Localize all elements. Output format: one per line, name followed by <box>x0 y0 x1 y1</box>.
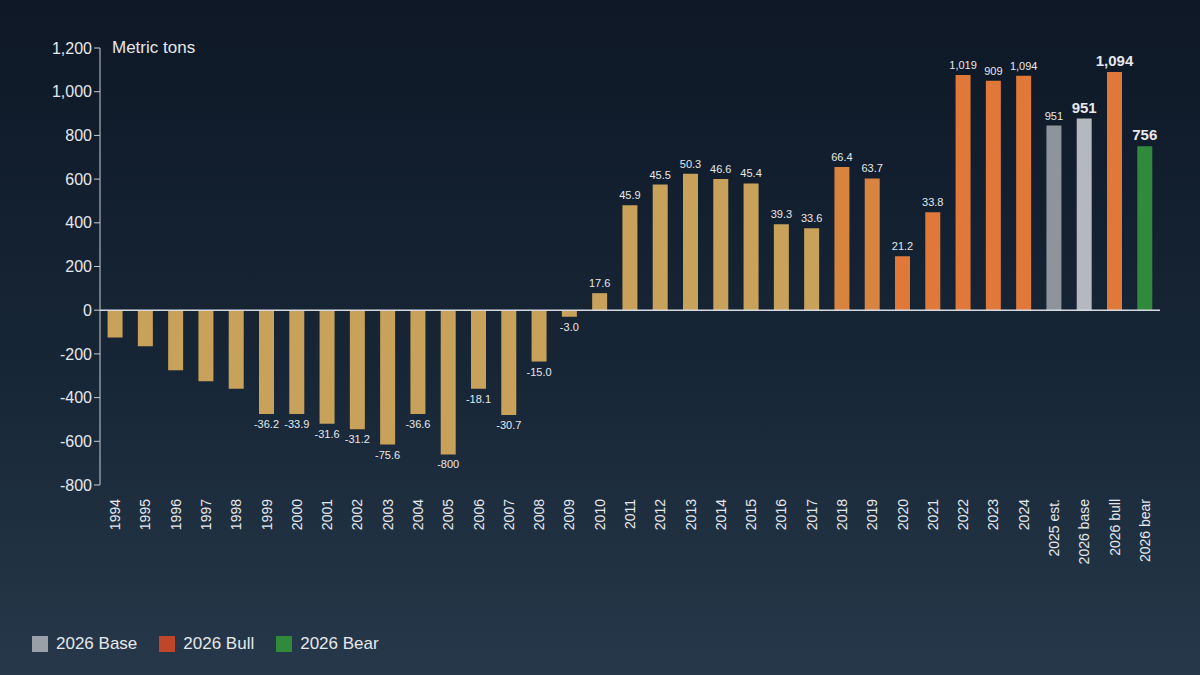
svg-text:1999: 1999 <box>259 499 275 530</box>
svg-text:2018: 2018 <box>834 499 850 530</box>
svg-text:2016: 2016 <box>773 499 789 530</box>
svg-text:1995: 1995 <box>137 499 153 530</box>
svg-text:951: 951 <box>1072 99 1097 116</box>
svg-text:1,094: 1,094 <box>1010 60 1038 72</box>
svg-text:-800: -800 <box>60 477 92 494</box>
svg-text:2004: 2004 <box>410 499 426 530</box>
html-text:2026 Base: 2026 Base <box>56 634 138 653</box>
svg-text:909: 909 <box>984 65 1002 77</box>
svg-text:45.4: 45.4 <box>740 167 761 179</box>
svg-text:2007: 2007 <box>501 499 517 530</box>
svg-text:1996: 1996 <box>168 499 184 530</box>
svg-text:-31.2: -31.2 <box>345 433 370 445</box>
svg-text:39.3: 39.3 <box>771 208 792 220</box>
svg-text:33.8: 33.8 <box>922 196 943 208</box>
svg-text:-800: -800 <box>437 458 459 470</box>
svg-text:2026 bear: 2026 bear <box>1137 499 1153 562</box>
svg-text:2008: 2008 <box>531 499 547 530</box>
svg-text:46.6: 46.6 <box>710 163 731 175</box>
svg-text:33.6: 33.6 <box>801 212 822 224</box>
svg-text:63.7: 63.7 <box>862 162 883 174</box>
html-text:Metric tons: Metric tons <box>112 38 196 57</box>
svg-text:2006: 2006 <box>471 499 487 530</box>
svg-text:-30.7: -30.7 <box>496 419 521 431</box>
svg-text:2010: 2010 <box>592 499 608 530</box>
svg-text:2003: 2003 <box>380 499 396 530</box>
svg-text:1,094: 1,094 <box>1096 52 1134 69</box>
svg-text:200: 200 <box>65 258 92 275</box>
svg-text:1,000: 1,000 <box>52 83 92 100</box>
svg-text:21.2: 21.2 <box>892 240 913 252</box>
svg-text:756: 756 <box>1132 126 1157 143</box>
svg-text:2026 base: 2026 base <box>1076 499 1092 565</box>
svg-text:2011: 2011 <box>622 499 638 529</box>
svg-text:2015: 2015 <box>743 499 759 530</box>
svg-text:2023: 2023 <box>985 499 1001 530</box>
svg-text:2014: 2014 <box>713 499 729 530</box>
svg-text:66.4: 66.4 <box>831 151 852 163</box>
svg-text:1994: 1994 <box>107 499 123 530</box>
svg-text:2019: 2019 <box>864 499 880 530</box>
svg-text:1998: 1998 <box>228 499 244 530</box>
svg-text:17.6: 17.6 <box>589 277 610 289</box>
svg-text:2017: 2017 <box>804 499 820 530</box>
svg-text:1997: 1997 <box>198 499 214 530</box>
svg-text:-33.9: -33.9 <box>284 418 309 430</box>
svg-text:-36.6: -36.6 <box>405 418 430 430</box>
svg-text:2024: 2024 <box>1016 499 1032 530</box>
svg-text:2002: 2002 <box>349 499 365 530</box>
svg-text:50.3: 50.3 <box>680 158 701 170</box>
svg-text:45.9: 45.9 <box>619 189 640 201</box>
svg-text:-36.2: -36.2 <box>254 418 279 430</box>
svg-text:2025 est.: 2025 est. <box>1046 499 1062 557</box>
svg-text:2026 bull: 2026 bull <box>1107 499 1123 556</box>
svg-text:2021: 2021 <box>925 499 941 530</box>
svg-text:600: 600 <box>65 171 92 188</box>
svg-text:2000: 2000 <box>289 499 305 530</box>
svg-text:2012: 2012 <box>652 499 668 530</box>
svg-text:-18.1: -18.1 <box>466 393 491 405</box>
svg-text:1,019: 1,019 <box>949 59 977 71</box>
svg-text:2001: 2001 <box>319 499 335 530</box>
svg-text:-200: -200 <box>60 346 92 363</box>
svg-text:2013: 2013 <box>683 499 699 530</box>
svg-text:-600: -600 <box>60 433 92 450</box>
svg-text:2022: 2022 <box>955 499 971 530</box>
svg-text:-31.6: -31.6 <box>315 428 340 440</box>
svg-text:-15.0: -15.0 <box>527 366 552 378</box>
html-text:2026 Bear: 2026 Bear <box>300 634 379 653</box>
html-text:2026 Bull: 2026 Bull <box>183 634 255 653</box>
svg-text:2009: 2009 <box>561 499 577 530</box>
svg-text:45.5: 45.5 <box>650 169 671 181</box>
svg-text:1,200: 1,200 <box>52 40 92 57</box>
svg-text:2005: 2005 <box>440 499 456 530</box>
svg-text:-75.6: -75.6 <box>375 449 400 461</box>
svg-text:800: 800 <box>65 127 92 144</box>
svg-text:-400: -400 <box>60 389 92 406</box>
svg-text:2020: 2020 <box>895 499 911 530</box>
svg-text:400: 400 <box>65 214 92 231</box>
svg-text:0: 0 <box>83 302 92 319</box>
svg-text:-3.0: -3.0 <box>560 321 579 333</box>
svg-text:951: 951 <box>1045 110 1063 122</box>
